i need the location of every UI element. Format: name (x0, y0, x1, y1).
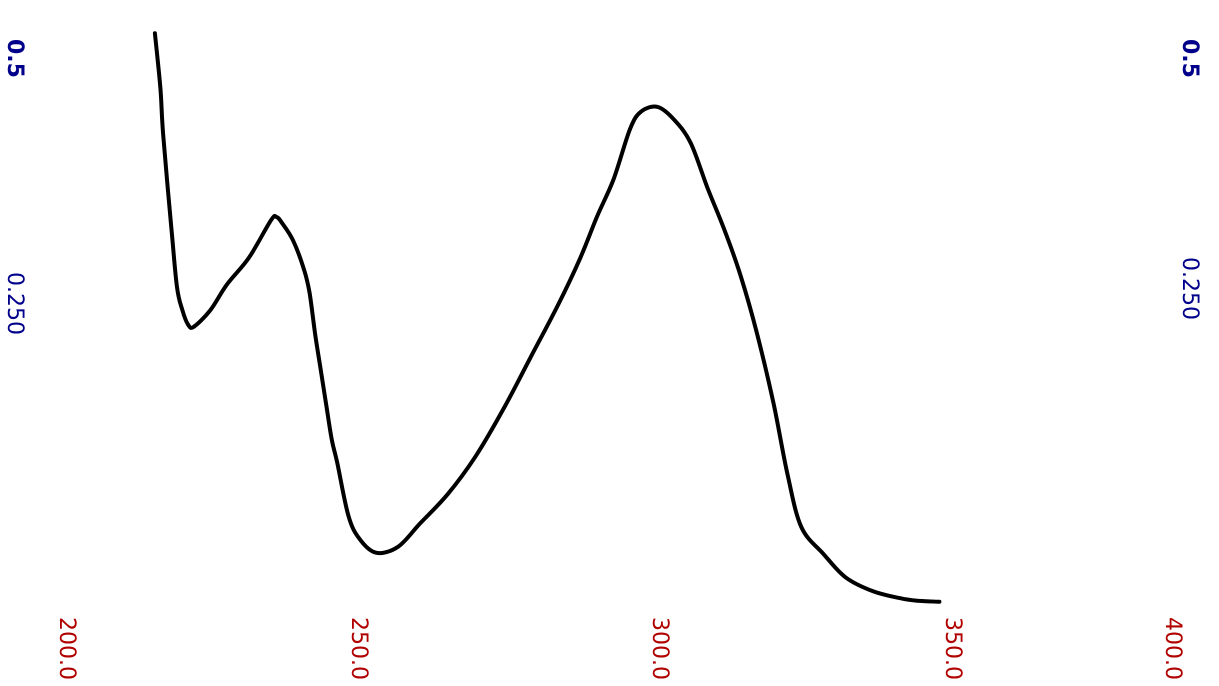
absorbance-curve (152, 31, 942, 604)
y-tick-right-0.250: 0.250 (1177, 257, 1202, 320)
y-tick-left-0.250: 0.250 (2, 272, 27, 335)
x-tick-250: 250.0 (346, 617, 371, 680)
y-tick-left-0.5: 0.5 (2, 39, 27, 78)
x-tick-400: 400.0 (1160, 617, 1185, 680)
x-tick-350: 350.0 (940, 617, 965, 680)
x-tick-200: 200.0 (54, 617, 79, 680)
x-tick-300: 300.0 (647, 617, 672, 680)
y-tick-right-0.5: 0.5 (1177, 39, 1202, 78)
